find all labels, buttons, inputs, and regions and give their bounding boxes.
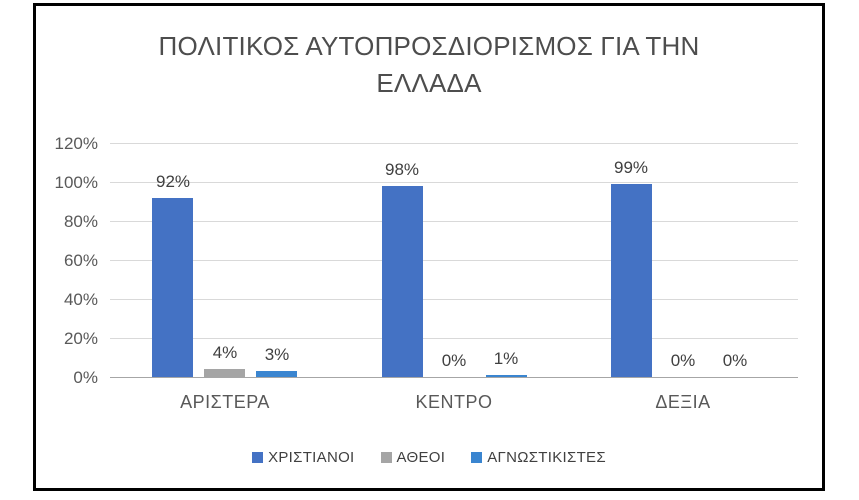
bar-value-label: 1%	[493, 349, 519, 368]
bar-value-label: 98%	[384, 160, 420, 179]
y-axis-tick-label: 60%	[63, 251, 98, 270]
chart-title: ΠΟΛΙΤΙΚΟΣ ΑΥΤΟΠΡΟΣΔΙΟΡΙΣΜΟΣ ΓΙΑ ΤΗΝ ΕΛΛΑ…	[36, 28, 822, 102]
gridline	[110, 143, 798, 144]
legend-color-swatch-icon	[252, 452, 264, 463]
gridline	[110, 299, 798, 300]
bar	[256, 371, 297, 377]
y-axis-tick-label: 40%	[63, 290, 98, 309]
x-axis-category-label: ΔΕΞΙΑ	[655, 392, 711, 412]
bar-value-label: 0%	[441, 351, 467, 370]
y-axis-tick-label: 20%	[63, 329, 98, 348]
bar	[204, 369, 245, 377]
legend-item: ΑΘΕΟΙ	[380, 449, 446, 466]
legend-item-label: ΑΘΕΟΙ	[396, 449, 446, 466]
bar-value-label: 3%	[264, 345, 290, 364]
chart-frame: ΠΟΛΙΤΙΚΟΣ ΑΥΤΟΠΡΟΣΔΙΟΡΙΣΜΟΣ ΓΙΑ ΤΗΝ ΕΛΛΑ…	[33, 3, 825, 491]
legend-item-label: ΑΓΝΩΣΤΙΚΙΣΤΕΣ	[487, 449, 606, 466]
y-axis-tick-label: 80%	[63, 212, 98, 231]
bar-value-label: 99%	[613, 158, 649, 177]
legend: ΧΡΙΣΤΙΑΝΟΙ ΑΘΕΟΙ ΑΓΝΩΣΤΙΚΙΣΤΕΣ	[36, 449, 822, 466]
chart-title-line-1: ΠΟΛΙΤΙΚΟΣ ΑΥΤΟΠΡΟΣΔΙΟΡΙΣΜΟΣ ΓΙΑ ΤΗΝ	[158, 31, 700, 61]
bar	[611, 184, 652, 377]
bar	[486, 375, 527, 377]
y-axis-tick-label: 120%	[54, 134, 98, 153]
y-axis-tick-label: 100%	[54, 173, 98, 192]
gridline	[110, 260, 798, 261]
y-axis-tick-label: 0%	[73, 368, 98, 387]
legend-item: ΑΓΝΩΣΤΙΚΙΣΤΕΣ	[471, 449, 606, 466]
chart-title-line-2: ΕΛΛΑΔΑ	[376, 68, 482, 98]
gridline	[110, 182, 798, 183]
gridline	[110, 338, 798, 339]
bar-value-label: 92%	[155, 172, 191, 191]
bar-value-label: 4%	[212, 343, 238, 362]
x-axis-line	[110, 377, 798, 378]
bar-value-label: 0%	[722, 351, 748, 370]
x-axis-category-label: ΚΕΝΤΡΟ	[415, 392, 493, 412]
legend-item: ΧΡΙΣΤΙΑΝΟΙ	[252, 449, 354, 466]
legend-item-label: ΧΡΙΣΤΙΑΝΟΙ	[268, 449, 355, 466]
legend-color-swatch-icon	[380, 452, 392, 463]
bar	[152, 198, 193, 377]
plot-area: 92% 4% 3% 98% 0% 1% 99% 0% 0%	[110, 143, 798, 378]
bar-value-label: 0%	[670, 351, 696, 370]
x-axis-category-label: ΑΡΙΣΤΕΡΑ	[180, 392, 270, 412]
legend-color-swatch-icon	[471, 452, 483, 463]
gridline	[110, 221, 798, 222]
bar	[382, 186, 423, 377]
